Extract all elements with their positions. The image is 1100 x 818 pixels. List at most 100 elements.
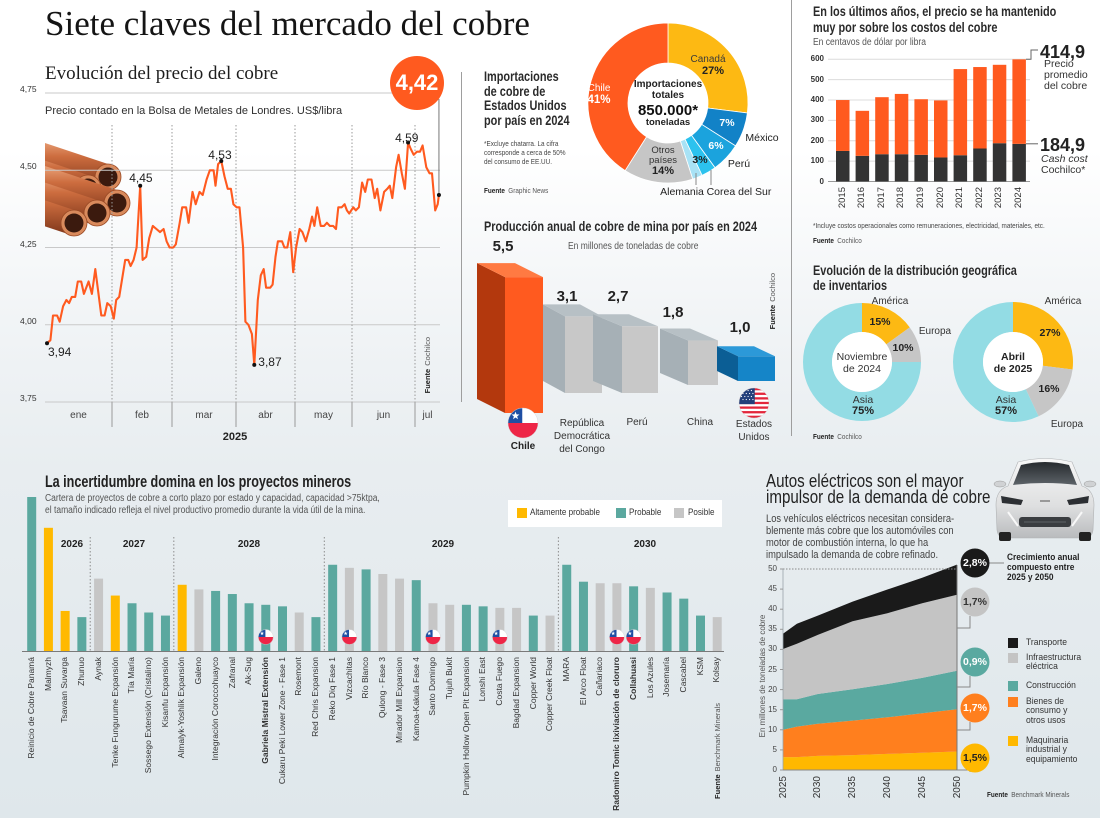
ev-area-maquinaria-industrial-y-equipamiento: [783, 751, 957, 770]
flag-white-band: [609, 629, 625, 637]
projects-title: La incertidumbre domina en los proyectos…: [45, 472, 352, 491]
price-y-tick-label: 4,25: [20, 238, 37, 249]
slice-label-corea: Corea del Sur: [706, 185, 772, 198]
ev-y-tick-label: 25: [768, 664, 777, 674]
inv-center-line: Abril: [1001, 350, 1025, 363]
price-month-label: feb: [135, 410, 149, 421]
flag-star: [749, 392, 751, 395]
ev-cagr-note-line: 2025 y 2050: [1007, 572, 1054, 583]
price-annotation-dot: [45, 341, 50, 346]
price-segment: [953, 69, 968, 156]
cost-price-footnote: *Incluye costos operacionales como remun…: [813, 221, 1045, 230]
ev-legend-swatch-transporte: [1008, 638, 1018, 648]
cost-annotation-line: Cash cost: [1041, 153, 1088, 165]
projects-subtitle-line: el tamaño indicado refleja el nivel prod…: [45, 505, 366, 516]
bar-2016: [855, 110, 870, 182]
ev-y-tick-label: 50: [768, 564, 777, 573]
ev-area-infraestructura-electrica: [783, 594, 957, 700]
project-bar-reko-diq-fase-1: [328, 564, 338, 651]
flag-star: [744, 395, 746, 398]
chile-flag-icon: [625, 629, 642, 645]
project-label: Copper Creek Float: [544, 657, 555, 732]
inv-center-line: de 2025: [993, 362, 1033, 375]
inv-nov-2024-slice-europa: [886, 327, 921, 362]
project-bar-tsavaan-suvarga: [60, 610, 70, 651]
project-bar-el-arco-float: [578, 581, 588, 651]
inv-label-europa: Europa: [918, 326, 952, 337]
project-label: Rosemont: [293, 657, 304, 696]
project-bar-ksm: [696, 615, 705, 651]
bar-peru: [593, 314, 658, 393]
project-label: Pumpkin Hollow Open Pit Expansion: [460, 657, 471, 796]
flag-red-band: [258, 637, 274, 645]
page-title: Siete claves del mercado del cobre: [45, 4, 530, 43]
price-annotation-label: 3,87: [258, 354, 282, 369]
project-label: Bagdad Expansion: [510, 657, 521, 729]
bar-front-face: [505, 277, 543, 413]
imports-footnote: *Excluye chatarra. La cifra corresponde …: [484, 139, 566, 166]
ev-x-tick-label: 2030: [812, 776, 824, 799]
flag-stripe: [739, 413, 769, 416]
cash-cost-segment: [1012, 143, 1026, 182]
price-y-tick-label: 4,00: [20, 315, 37, 326]
star-icon: [260, 631, 265, 636]
projects-legend: Altamente probable Probable Posible: [508, 500, 722, 527]
price-chart-subtitle: Precio contado en la Bolsa de Metales de…: [45, 105, 343, 117]
current-price-dot: [436, 192, 441, 197]
electric-car-image: [993, 458, 1097, 541]
inventories-title: Evolución de la distribución geográfica …: [813, 263, 1017, 293]
ev-description: Los vehículos eléctricos necesitan consi…: [766, 513, 954, 561]
project-label: Cukaru Peki Lower Zone - Fase 1: [276, 657, 287, 785]
price-source: Fuente Cochilco: [423, 337, 434, 397]
inv-value-america: 27%: [1039, 326, 1061, 339]
flag-outline: [609, 629, 625, 645]
project-label: Red Chris Expansion: [310, 657, 321, 737]
bar-2022: [973, 67, 987, 182]
cost-y-tick-label: 400: [810, 95, 824, 105]
flag-red-band: [609, 637, 625, 645]
flag-outline: [738, 387, 770, 419]
project-label: Cañariaco: [594, 657, 605, 696]
project-bar-lonshi-east: [478, 606, 488, 651]
project-bar-copper-world: [528, 615, 538, 651]
project-label: Cascabel: [678, 657, 689, 693]
project-label: Gabriela Mistral Extensión: [260, 657, 271, 764]
project-bar-rosemont: [294, 612, 304, 651]
copper-pipes-image: [45, 143, 131, 237]
project-bar-zhunuo: [77, 617, 87, 651]
project-bar-tenke-fungurume-expansion: [110, 595, 120, 651]
bar-side-face: [660, 328, 688, 385]
slice-value-chile: 41%: [587, 94, 611, 107]
year-label: 2021: [954, 187, 966, 209]
project-bar-kolsay: [712, 617, 722, 651]
imports-footnote-line: *Excluye chatarra. La cifra: [484, 139, 559, 148]
price-segment: [992, 64, 1007, 144]
ev-area-bienes-de-consumo-y-otros-usos: [783, 709, 957, 758]
flag-star: [747, 389, 749, 392]
project-bar-kisanfu-expansion: [160, 615, 170, 651]
ev-y-tick-label: 40: [768, 604, 777, 614]
flag-white-band: [492, 629, 508, 637]
price-segment: [894, 93, 909, 155]
current-price-badge-value: 4,42: [395, 70, 439, 95]
flag-stripe: [739, 408, 769, 412]
slice-label-mexico: México: [745, 131, 779, 144]
project-label: Aynak: [92, 657, 103, 681]
ev-cagr-badge-construccion: [960, 647, 990, 677]
ev-cagr-badge-bienes-de-consumo-y-otros-usos: [960, 693, 990, 723]
price-month-label: may: [314, 410, 333, 421]
project-label: Kamoa-Kakula Fase 4: [410, 657, 421, 742]
legend-label: Probable: [629, 507, 662, 518]
project-bar-mara: [562, 564, 572, 651]
cost-price-title-line: muy por sobre los costos del cobre: [813, 19, 998, 35]
inventories-title-line: Evolución de la distribución geográfica: [813, 262, 1017, 278]
chile-flag-icon: [492, 629, 508, 645]
car-mirror-left: [993, 480, 1007, 488]
year-label: 2019: [914, 187, 926, 209]
cash-cost-segment: [934, 157, 948, 182]
price-annotation-dot: [252, 362, 257, 367]
project-bar-galeno: [194, 589, 204, 651]
year-group-label: 2027: [122, 539, 146, 550]
slice-label-otros: Otros países: [649, 145, 677, 166]
